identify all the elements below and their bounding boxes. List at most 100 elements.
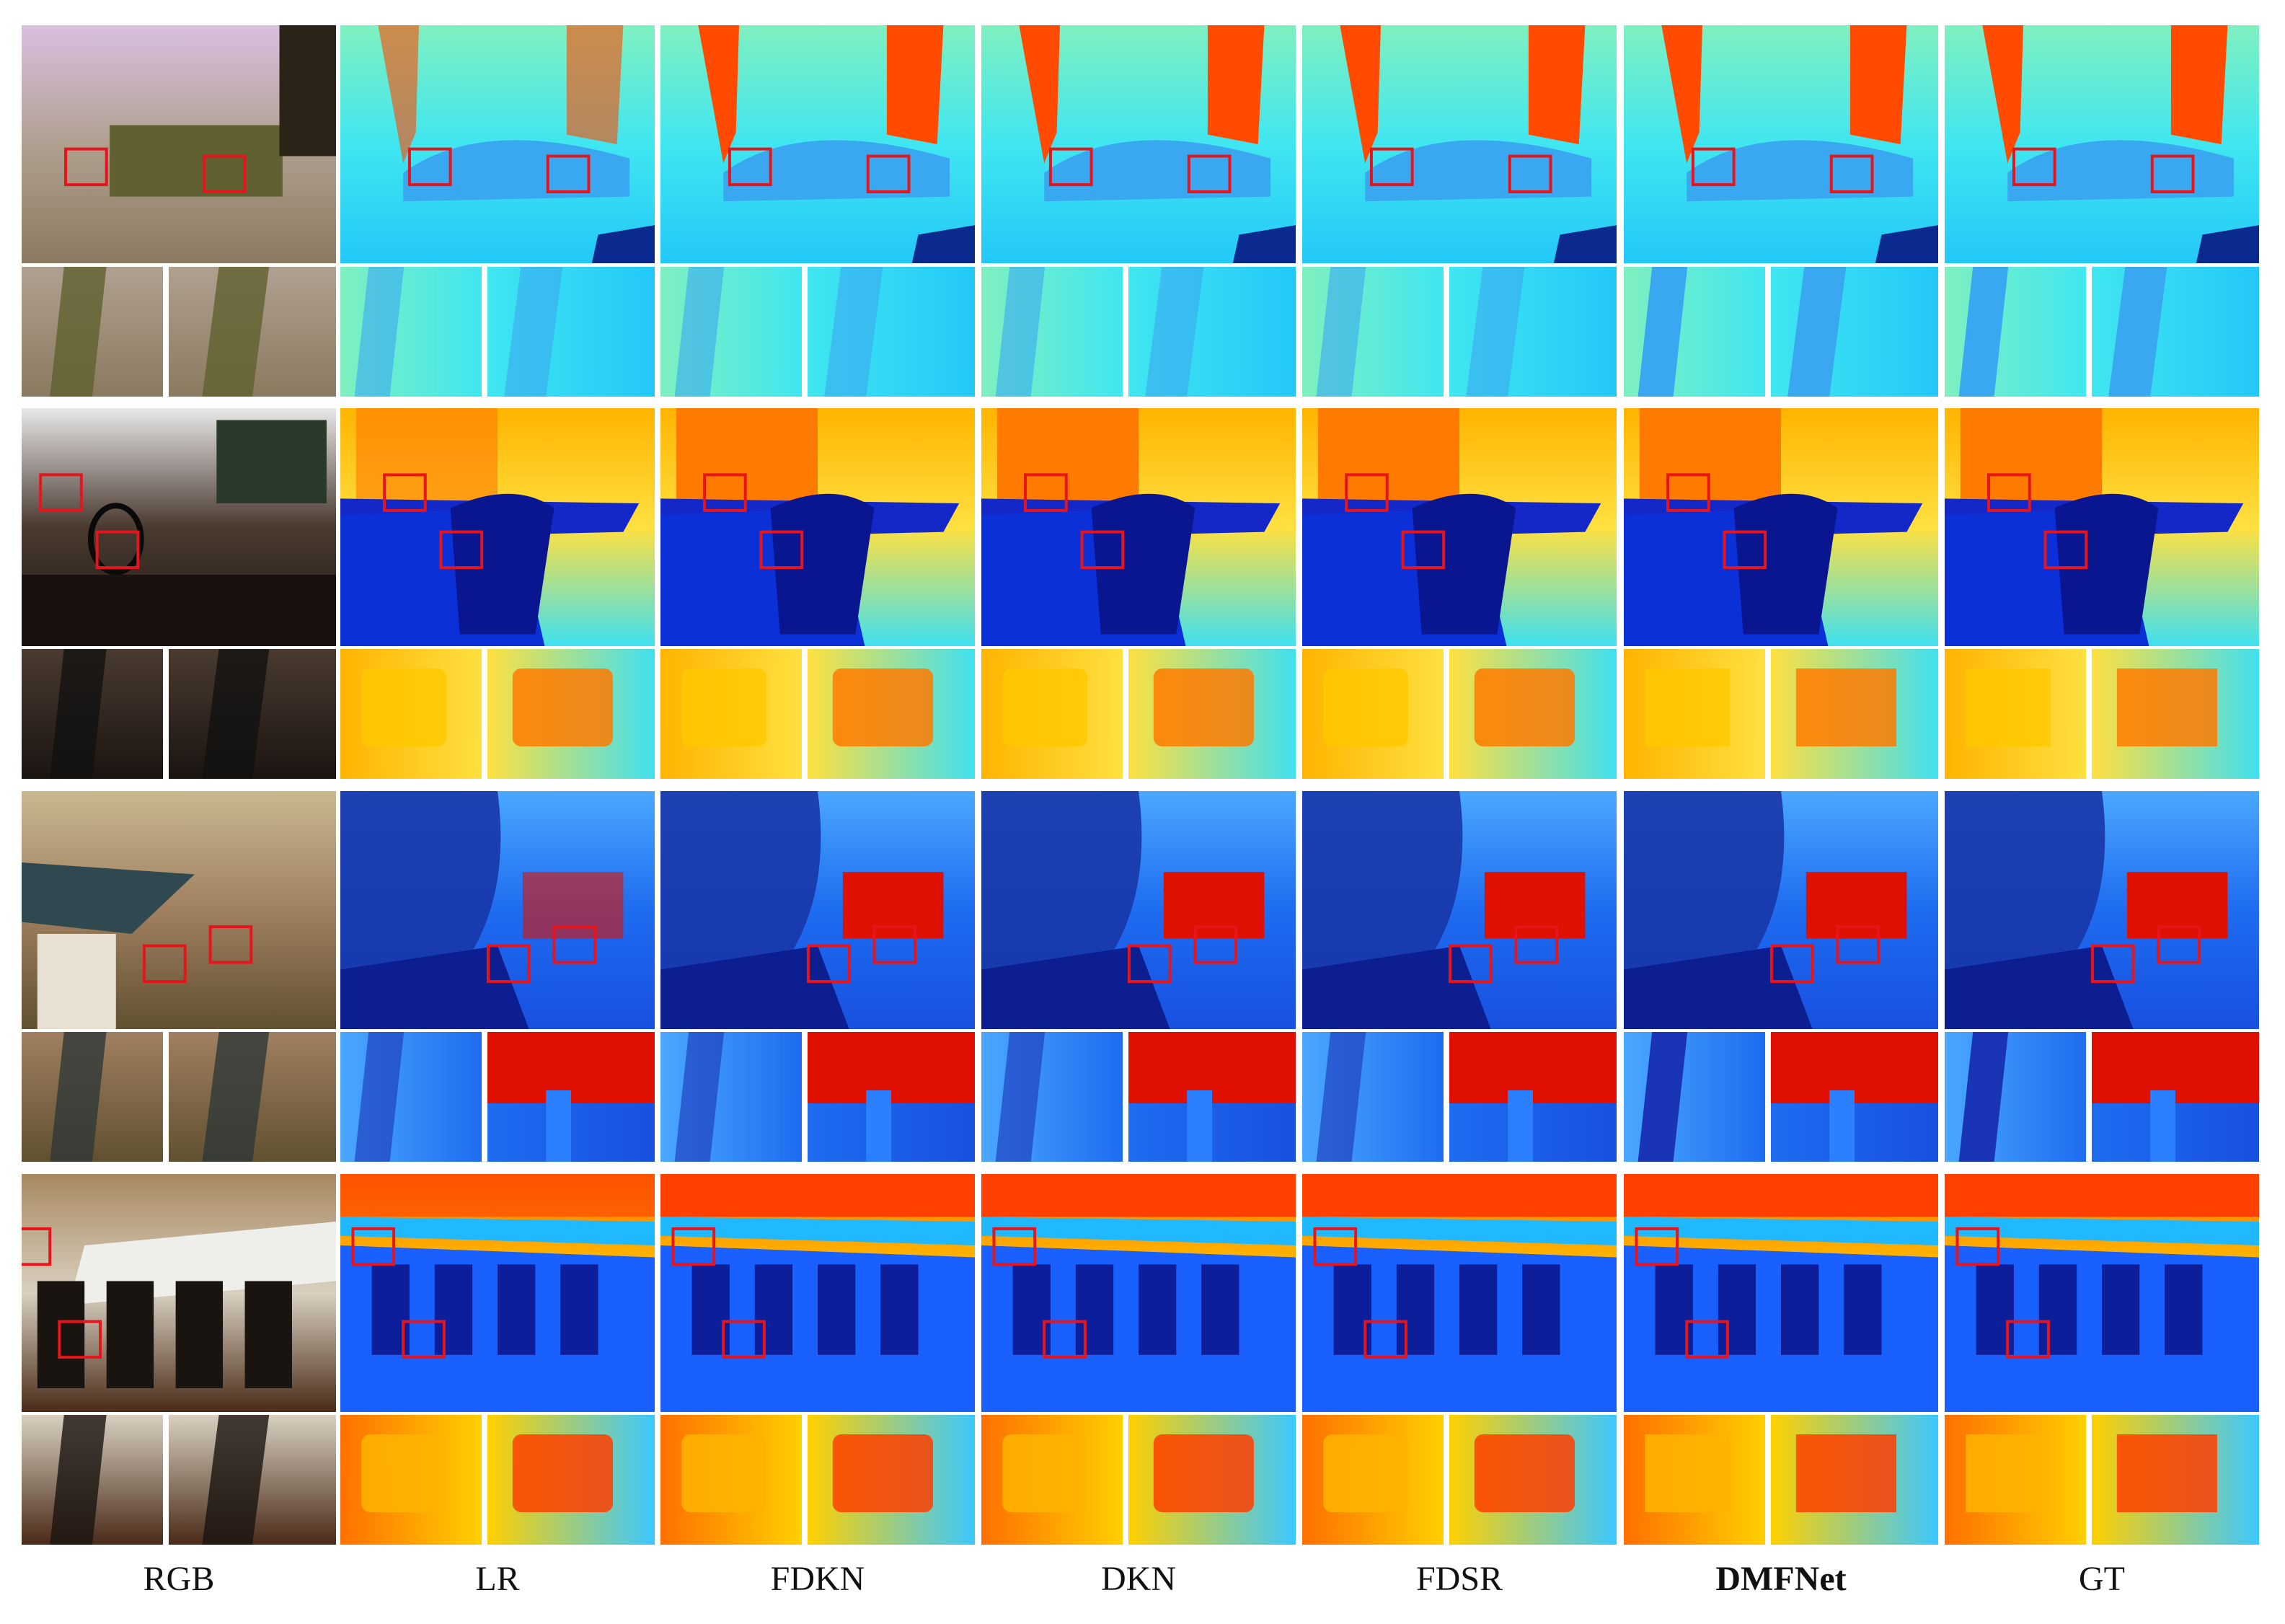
highlight-box-2 <box>202 154 247 193</box>
highlight-box-1 <box>1635 1227 1679 1266</box>
gt-crop1-row1 <box>1945 267 2086 397</box>
fdsr-crop1-row4 <box>1302 1415 1444 1545</box>
rgb-crop2-row4 <box>169 1415 336 1545</box>
fdkn-crop1-row3 <box>660 1032 802 1162</box>
dkn-main-row4 <box>981 1174 1296 1412</box>
highlight-box-1 <box>351 1227 396 1266</box>
highlight-box-1 <box>143 944 187 983</box>
dmfnet-crop1-row3 <box>1624 1032 1765 1162</box>
highlight-box-2 <box>1723 530 1767 570</box>
lr-main-row1 <box>340 25 655 263</box>
column-label-fdsr: FDSR <box>1415 1560 1503 1598</box>
highlight-box-1 <box>1048 147 1093 187</box>
fdkn-main-row3 <box>660 791 975 1029</box>
lr-crop1-row4 <box>340 1415 482 1545</box>
dkn-crop1-row4 <box>981 1415 1123 1545</box>
fdsr-main-row2 <box>1302 408 1617 646</box>
rgb-main-row4 <box>22 1174 336 1412</box>
highlight-box-1 <box>1127 944 1172 983</box>
rgb-main-row2 <box>22 408 336 646</box>
dmfnet-crop2-row2 <box>1771 649 1938 779</box>
gt-crop1-row4 <box>1945 1415 2086 1545</box>
highlight-box-1 <box>39 473 83 512</box>
highlight-box-2 <box>759 530 804 570</box>
column-label-gt: GT <box>2079 1560 2125 1598</box>
highlight-box-2 <box>1508 154 1552 193</box>
gt-crop1-row2 <box>1945 649 2086 779</box>
rgb-main-row3 <box>22 791 336 1029</box>
lr-crop2-row1 <box>487 267 655 397</box>
highlight-box-2 <box>2157 925 2201 964</box>
dmfnet-crop2-row4 <box>1771 1415 1938 1545</box>
highlight-box-1 <box>486 944 531 983</box>
gt-main-row4 <box>1945 1174 2259 1412</box>
highlight-box-2 <box>546 154 591 193</box>
lr-main-row2 <box>340 408 655 646</box>
rgb-main-row1 <box>22 25 336 263</box>
dmfnet-crop2-row3 <box>1771 1032 1938 1162</box>
lr-crop1-row2 <box>340 649 482 779</box>
lr-crop2-row2 <box>487 649 655 779</box>
highlight-box-1 <box>1691 147 1736 187</box>
dkn-crop2-row2 <box>1128 649 1296 779</box>
highlight-box-2 <box>1364 1320 1407 1359</box>
highlight-box-2 <box>439 530 484 570</box>
dmfnet-main-row1 <box>1624 25 1938 263</box>
highlight-box-1 <box>703 473 747 512</box>
fdsr-main-row3 <box>1302 791 1617 1029</box>
fdsr-crop2-row4 <box>1449 1415 1617 1545</box>
rgb-crop1-row2 <box>22 649 163 779</box>
lr-main-row4 <box>340 1174 655 1412</box>
dmfnet-crop1-row2 <box>1624 649 1765 779</box>
highlight-box-2 <box>58 1320 102 1359</box>
highlight-box-2 <box>1829 154 1874 193</box>
highlight-box-2 <box>2043 530 2088 570</box>
column-label-dmfnet: DMFNet <box>1715 1560 1847 1598</box>
gt-main-row1 <box>1945 25 2259 263</box>
fdsr-main-row1 <box>1302 25 1617 263</box>
highlight-box-2 <box>2150 154 2195 193</box>
dkn-main-row1 <box>981 25 1296 263</box>
highlight-box-2 <box>1193 925 1238 964</box>
highlight-box-2 <box>208 925 253 964</box>
fdkn-main-row2 <box>660 408 975 646</box>
fdsr-crop1-row1 <box>1302 267 1444 397</box>
highlight-box-1 <box>22 1227 52 1266</box>
highlight-box-2 <box>872 925 917 964</box>
dkn-crop2-row3 <box>1128 1032 1296 1162</box>
gt-crop2-row1 <box>2092 267 2259 397</box>
highlight-box-1 <box>806 944 851 983</box>
highlight-box-2 <box>1080 530 1125 570</box>
fdkn-crop2-row3 <box>808 1032 975 1162</box>
fdsr-crop1-row2 <box>1302 649 1444 779</box>
dmfnet-crop1-row1 <box>1624 267 1765 397</box>
column-label-fdkn: FDKN <box>770 1560 865 1598</box>
column-label-lr: LR <box>475 1560 520 1598</box>
highlight-box-1 <box>1955 1227 2000 1266</box>
dkn-main-row2 <box>981 408 1296 646</box>
gt-main-row3 <box>1945 791 2259 1029</box>
rgb-crop1-row3 <box>22 1032 163 1162</box>
highlight-box-1 <box>2012 147 2056 187</box>
dmfnet-crop1-row4 <box>1624 1415 1765 1545</box>
highlight-box-2 <box>95 530 140 570</box>
fdkn-crop2-row2 <box>808 649 975 779</box>
highlight-box-1 <box>1666 473 1710 512</box>
highlight-box-1 <box>1769 944 1814 983</box>
fdsr-crop2-row3 <box>1449 1032 1617 1162</box>
dmfnet-main-row3 <box>1624 791 1938 1029</box>
fdkn-crop1-row1 <box>660 267 802 397</box>
fdkn-main-row1 <box>660 25 975 263</box>
highlight-box-2 <box>1836 925 1880 964</box>
fdsr-crop2-row2 <box>1449 649 1617 779</box>
dkn-crop1-row3 <box>981 1032 1123 1162</box>
highlight-box-2 <box>1043 1320 1087 1359</box>
dkn-crop1-row1 <box>981 267 1123 397</box>
dmfnet-crop2-row1 <box>1771 267 1938 397</box>
highlight-box-1 <box>1448 944 1493 983</box>
dkn-crop2-row1 <box>1128 267 1296 397</box>
highlight-box-1 <box>2090 944 2135 983</box>
highlight-box-2 <box>722 1320 766 1359</box>
fdkn-crop1-row4 <box>660 1415 802 1545</box>
fdkn-crop2-row4 <box>808 1415 975 1545</box>
